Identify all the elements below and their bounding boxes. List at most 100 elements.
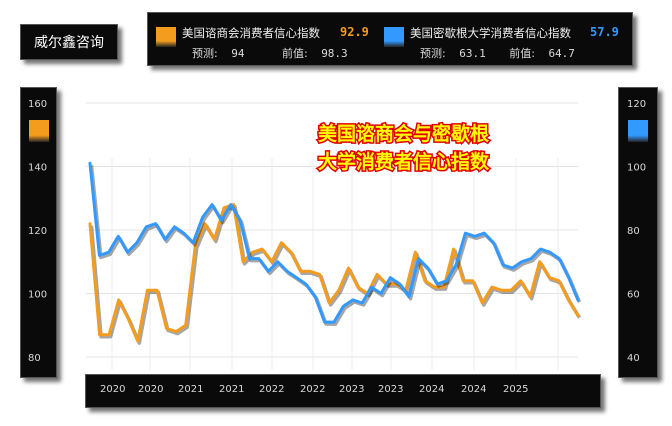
- data-point: [154, 222, 157, 225]
- data-point: [352, 299, 354, 301]
- data-point: [452, 248, 455, 250]
- chart-title-line: 美国谘商会与密歇根: [318, 122, 489, 145]
- legend-panel: 美国谘商会消费者信心指数 92.9 预测: 94 前值: 98.3 美国密歇根大…: [147, 12, 633, 66]
- data-point: [500, 289, 503, 292]
- data-point: [398, 283, 401, 285]
- x-axis-panel: [85, 374, 601, 408]
- data-point: [309, 270, 311, 273]
- forecast-label: 预测:: [420, 47, 446, 60]
- right-axis-panel: [618, 87, 658, 378]
- data-point: [89, 222, 91, 225]
- data-point: [201, 216, 204, 219]
- data-point: [305, 283, 307, 285]
- data-point: [261, 248, 264, 250]
- data-point: [323, 321, 326, 323]
- data-point: [299, 270, 302, 273]
- data-point: [314, 295, 317, 298]
- data-point: [567, 276, 570, 279]
- data-point: [342, 305, 345, 308]
- data-point: [290, 251, 292, 253]
- data-point: [223, 207, 225, 209]
- data-point: [481, 302, 484, 304]
- x-tick-label: 2021: [178, 384, 203, 395]
- data-point: [164, 238, 166, 241]
- data-point: [230, 203, 232, 206]
- data-point: [445, 280, 448, 282]
- previous-label: 前值:: [281, 47, 308, 60]
- data-point: [98, 334, 101, 336]
- data-point: [286, 270, 288, 273]
- data-point: [567, 299, 570, 301]
- data-point: [443, 286, 445, 288]
- data-point: [117, 235, 119, 238]
- y-left-tick-label: 100: [28, 290, 47, 301]
- data-point: [338, 289, 340, 292]
- right-axis-swatch: [628, 120, 648, 142]
- data-point: [455, 264, 457, 266]
- data-point: [357, 286, 359, 288]
- data-point: [137, 340, 139, 342]
- data-point: [380, 292, 382, 295]
- forecast-value: 94: [231, 47, 245, 60]
- data-point: [173, 226, 176, 228]
- brand-name: 威尔鑫咨询: [34, 35, 104, 51]
- forecast-value: 63.1: [459, 47, 486, 60]
- x-tick-label: 2020: [100, 384, 125, 395]
- y-left-tick-label: 140: [28, 163, 47, 174]
- data-point: [520, 261, 523, 263]
- legend-name: 美国谘商会消费者信心指数: [182, 26, 320, 40]
- data-point: [491, 286, 493, 288]
- x-tick-label: 2025: [503, 384, 528, 395]
- data-point: [108, 251, 110, 253]
- data-point: [280, 241, 283, 244]
- data-point: [471, 280, 474, 282]
- data-point: [376, 273, 378, 276]
- data-point: [213, 238, 216, 241]
- data-point: [183, 232, 185, 234]
- data-point: [267, 270, 270, 273]
- data-point: [239, 219, 241, 222]
- data-point: [408, 295, 410, 298]
- data-point: [539, 248, 542, 250]
- data-point: [242, 261, 244, 263]
- data-point: [146, 289, 149, 292]
- legend-forecast-previous: 预测: 94 前值: 98.3: [192, 45, 348, 61]
- y-right-tick-label: 60: [627, 290, 640, 301]
- data-point: [232, 203, 235, 206]
- x-tick-label: 2020: [138, 384, 163, 395]
- data-point: [502, 264, 504, 266]
- legend-forecast-previous: 预测: 63.1 前值: 64.7: [420, 45, 575, 61]
- data-point: [248, 257, 251, 260]
- x-tick-label: 2021: [219, 384, 244, 395]
- data-point: [211, 203, 213, 206]
- data-point: [175, 330, 177, 333]
- series-line-michigan: [88, 161, 582, 326]
- legend-value: 57.9: [590, 25, 619, 39]
- data-point: [530, 257, 532, 260]
- x-tick-label: 2023: [378, 384, 403, 395]
- data-point: [145, 226, 148, 228]
- data-point: [548, 276, 551, 279]
- forecast-label: 预测:: [192, 47, 218, 60]
- data-point: [194, 245, 197, 247]
- data-point: [220, 219, 223, 222]
- data-point: [433, 286, 436, 288]
- data-point: [192, 241, 194, 244]
- data-point: [511, 267, 514, 269]
- data-point: [370, 286, 373, 288]
- data-point: [558, 280, 560, 282]
- x-tick-label: 2023: [339, 384, 364, 395]
- left-axis-swatch: [29, 120, 49, 142]
- data-point: [414, 251, 417, 253]
- y-right-tick-label: 80: [627, 226, 640, 237]
- y-right-tick-label: 100: [627, 163, 646, 174]
- data-point: [389, 276, 392, 279]
- data-point: [156, 289, 158, 292]
- data-point: [271, 261, 273, 263]
- y-right-tick-label: 40: [627, 353, 640, 364]
- data-point: [492, 241, 495, 244]
- data-point: [136, 241, 138, 244]
- data-point: [538, 261, 541, 263]
- data-point: [126, 251, 129, 253]
- x-tick-label: 2022: [300, 384, 325, 395]
